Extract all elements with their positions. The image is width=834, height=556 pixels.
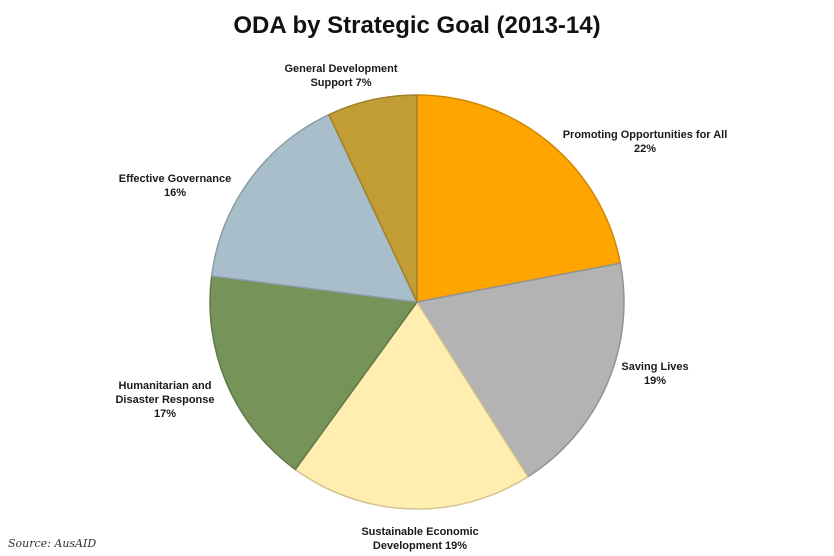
pie-slices: [209, 94, 625, 510]
slice-label-6: General Development Support 7%: [284, 63, 397, 89]
slice-label-2: Saving Lives 19%: [621, 361, 688, 387]
slice-label-line: Effective Governance: [119, 173, 232, 185]
slice-label-5: Effective Governance 16%: [119, 173, 232, 199]
slice-label-line: Disaster Response: [115, 394, 214, 406]
pie-labels: Promoting Opportunities for All 22% Saving…: [115, 63, 727, 552]
slice-label-line: Support 7%: [310, 77, 371, 89]
slice-label-line: Sustainable Economic: [361, 526, 478, 538]
pie-slice-6: [328, 94, 418, 303]
slice-label-line: Development 19%: [373, 540, 467, 552]
slice-label-line: Saving Lives: [621, 361, 688, 373]
chart-title: ODA by Strategic Goal (2013-14): [233, 12, 600, 39]
slice-label-4: Humanitarian and Disaster Response 17%: [115, 380, 214, 420]
pie-slice-5: [210, 113, 418, 303]
slice-label-line: 22%: [634, 143, 656, 155]
pie-slice-4: [209, 275, 418, 471]
pie-slice-3: [294, 301, 529, 510]
source-note: Source: AusAID: [8, 537, 96, 550]
slice-label-line: Humanitarian and: [119, 380, 212, 392]
slice-label-line: 16%: [164, 187, 186, 199]
pie-slice-1: [416, 94, 622, 303]
pie-slice-2: [416, 262, 625, 478]
slice-label-line: 17%: [154, 408, 176, 420]
slice-label-line: General Development: [284, 63, 397, 75]
slice-label-3: Sustainable Economic Development 19%: [361, 526, 478, 552]
slice-label-1: Promoting Opportunities for All 22%: [563, 129, 728, 155]
slice-label-line: Promoting Opportunities for All: [563, 129, 728, 141]
slice-label-line: 19%: [644, 375, 666, 387]
